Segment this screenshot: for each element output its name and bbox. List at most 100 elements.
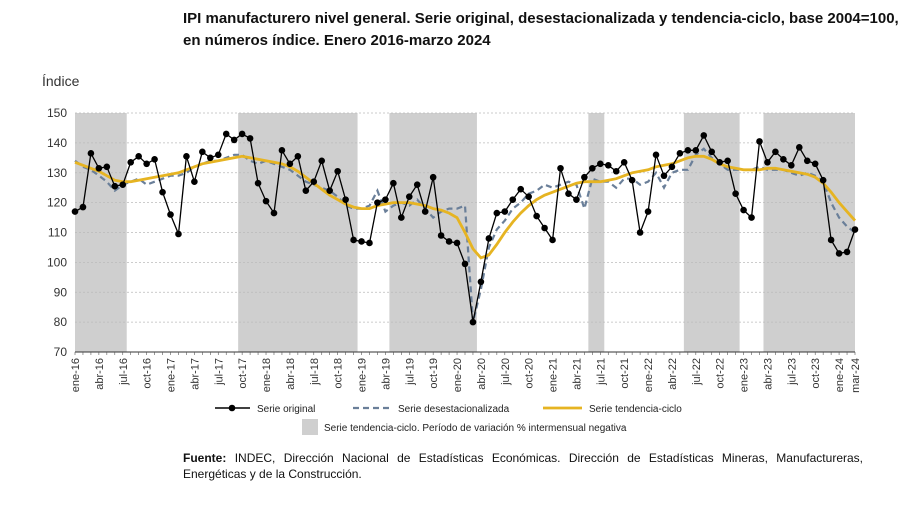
- y-tick-label-120: 120: [47, 196, 67, 210]
- series-original-point: [183, 153, 190, 160]
- series-original-point: [246, 135, 254, 142]
- series-original-point: [557, 164, 564, 172]
- series-original-point: [803, 157, 811, 165]
- series-original-point: [764, 158, 771, 166]
- y-tick-label-140: 140: [47, 136, 67, 150]
- series-original-point: [612, 167, 620, 175]
- series-original-point: [756, 138, 763, 145]
- series-original-point: [461, 260, 469, 268]
- x-tick-label-jul-20: jul-20: [500, 358, 512, 386]
- source-text: INDEC, Dirección Nacional de Estadística…: [183, 451, 863, 481]
- series-original-point: [652, 151, 660, 159]
- series-original-point: [95, 164, 103, 172]
- series-original-point: [270, 209, 278, 217]
- series-original-point: [175, 230, 182, 238]
- series-original-point: [780, 156, 787, 163]
- series-original-point: [374, 199, 381, 206]
- series-original-point: [214, 151, 222, 159]
- y-tick-label-110: 110: [48, 226, 67, 240]
- series-original-point: [350, 236, 357, 244]
- x-tick-label-ene-17: ene-17: [166, 358, 178, 392]
- y-tick-label-130: 130: [47, 166, 67, 180]
- legend-desestacionalizada-label: Serie desestacionalizada: [398, 404, 510, 415]
- x-tick-label-abr-19: abr-19: [380, 358, 392, 390]
- x-tick-label-ene-21: ene-21: [548, 358, 560, 392]
- series-original-point: [207, 154, 214, 162]
- x-tick-label-oct-21: oct-21: [619, 358, 631, 389]
- y-tick-label-90: 90: [54, 285, 68, 299]
- y-tick-label-100: 100: [47, 255, 67, 269]
- series-original-point: [517, 185, 525, 193]
- series-original-point: [151, 156, 158, 163]
- y-tick-label-80: 80: [54, 315, 68, 329]
- series-original-point: [254, 179, 262, 187]
- x-tick-label-abr-20: abr-20: [476, 358, 488, 390]
- y-tick-label-70: 70: [54, 345, 68, 359]
- x-tick-label-oct-20: oct-20: [524, 358, 536, 389]
- y-tick-label-150: 150: [47, 106, 67, 120]
- series-original-point: [604, 161, 612, 169]
- x-tick-label-ene-20: ene-20: [452, 358, 464, 392]
- x-tick-label-abr-22: abr-22: [667, 358, 679, 390]
- series-original-point: [644, 208, 652, 215]
- x-tick-label-oct-16: oct-16: [142, 358, 154, 389]
- series-original-point: [708, 148, 716, 156]
- series-original-point: [469, 318, 477, 326]
- x-tick-label-ene-18: ene-18: [261, 358, 273, 392]
- series-original-point: [262, 197, 270, 205]
- series-original-point: [676, 150, 684, 157]
- series-original-point: [795, 144, 803, 151]
- x-tick-label-jul-18: jul-18: [309, 358, 321, 386]
- x-tick-label-oct-22: oct-22: [715, 358, 727, 389]
- series-original-point: [390, 179, 397, 187]
- series-original-point: [724, 157, 731, 165]
- series-original-point: [501, 208, 509, 215]
- series-original-point: [628, 176, 636, 184]
- series-original-point: [692, 147, 700, 154]
- series-original-point: [87, 150, 95, 157]
- series-original-point: [429, 173, 437, 181]
- series-original-point: [453, 239, 461, 247]
- x-tick-label-ene-23: ene-23: [739, 358, 751, 392]
- x-tick-label-oct-18: oct-18: [333, 358, 345, 389]
- x-tick-label-ene-19: ene-19: [357, 358, 369, 392]
- series-original-point: [302, 187, 310, 194]
- series-original-point: [143, 160, 150, 168]
- series-original-point: [827, 236, 835, 244]
- series-original-point: [334, 167, 341, 175]
- x-tick-label-ene-22: ene-22: [643, 358, 655, 392]
- x-tick-label-mar-24: mar-24: [850, 358, 862, 393]
- series-original-point: [413, 181, 421, 188]
- x-tick-label-jul-22: jul-22: [691, 358, 703, 386]
- chart-title-line1: IPI manufacturero nivel general. Serie o…: [183, 10, 899, 27]
- legend: Serie original Serie desestacionalizada Se…: [215, 404, 682, 435]
- series-original-point: [342, 196, 349, 203]
- series-tendencia-ciclo-line: [74, 154, 857, 260]
- series-original-point: [310, 178, 318, 186]
- series-original-point: [71, 208, 79, 215]
- series-original-point: [811, 160, 819, 168]
- series-original-point: [660, 172, 668, 180]
- x-tick-label-jul-19: jul-19: [404, 358, 416, 386]
- series-original-point: [405, 193, 413, 200]
- series-original-point: [278, 147, 286, 154]
- series-original-point: [700, 132, 708, 139]
- series-original-point: [286, 160, 294, 168]
- series-original-point: [573, 196, 580, 203]
- legend-original-label: Serie original: [257, 404, 315, 415]
- x-tick-label-jul-16: jul-16: [118, 358, 130, 386]
- chart-title: IPI manufacturero nivel general. Serie o…: [183, 8, 899, 52]
- series-original-point: [485, 235, 493, 242]
- series-original-point: [819, 176, 827, 184]
- series-original-point: [477, 278, 485, 286]
- series-original-point: [533, 212, 540, 220]
- series-original-point: [541, 224, 548, 232]
- x-tick-label-abr-23: abr-23: [762, 358, 774, 390]
- series-original-point: [581, 173, 588, 181]
- shade-period-5: [763, 113, 855, 352]
- series-original-point: [732, 190, 739, 197]
- series-original-point: [230, 136, 238, 144]
- series-original-point: [79, 203, 87, 211]
- series-original-point: [445, 238, 453, 245]
- series-original-point: [716, 158, 723, 166]
